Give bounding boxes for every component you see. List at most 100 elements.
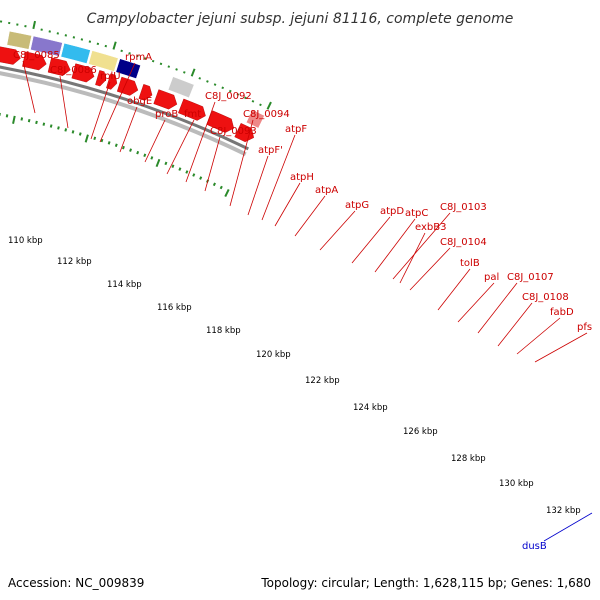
tick-mark [251, 99, 255, 103]
tick-mark [244, 96, 247, 100]
kbp-label: 110 kbp [8, 236, 43, 246]
tick-mark [57, 126, 60, 130]
gene-label-c8j-0085: C8J_0085 [13, 50, 60, 61]
kbp-label: 128 kbp [451, 454, 486, 464]
tick-mark [164, 161, 168, 166]
tick-mark [198, 77, 202, 80]
kbp-label: 112 kbp [57, 257, 92, 267]
tick-mark [80, 38, 84, 41]
gene-label-obge: obgE [127, 96, 152, 107]
gene-feature [60, 42, 91, 64]
tick-mark [35, 120, 38, 125]
tick-mark [185, 170, 189, 174]
tick-mark [49, 124, 53, 128]
tick-mark [236, 93, 240, 96]
gene-label-atpc: atpC [405, 208, 428, 219]
cds-arrow [206, 110, 235, 133]
gene-feature [6, 30, 32, 50]
label-leader-line [274, 182, 301, 227]
tick-mark [78, 132, 82, 136]
gene-label-c8j-0103: C8J_0103 [440, 202, 487, 213]
label-leader-line [543, 512, 593, 542]
tick-mark [100, 138, 104, 143]
label-leader-line [437, 268, 471, 311]
label-leader-line [185, 101, 216, 183]
label-leaders [22, 60, 593, 542]
gene-label-fabd: fabD [550, 307, 574, 318]
tick-mark [229, 89, 232, 93]
cds-arrow [153, 89, 178, 110]
tick-mark [151, 59, 155, 63]
gene-label-prob: proB [155, 109, 178, 120]
tick-mark [88, 40, 92, 43]
label-leader-line [374, 218, 416, 273]
cds-arrow [178, 98, 206, 121]
label-leader-line [166, 119, 195, 175]
gene-feature [245, 109, 265, 129]
tick-mark [96, 42, 100, 46]
label-leader-line [477, 282, 518, 334]
tick-mark [221, 86, 225, 90]
cds-arrow [0, 46, 21, 65]
tick-mark [175, 68, 178, 71]
label-leader-line [392, 212, 451, 280]
tick-mark [129, 148, 133, 152]
map-title: Campylobacter jejuni subsp. jejuni 81116… [87, 11, 514, 27]
label-leader-line [247, 155, 269, 216]
gene-label-atpf: atpF [285, 124, 307, 135]
gene-label-rplu: rplU [100, 71, 121, 82]
tick-mark [120, 49, 123, 53]
kbp-label: 120 kbp [256, 350, 291, 360]
tick-mark [12, 115, 16, 124]
gene-label-atph: atpH [290, 172, 314, 183]
gene-label-c8j-0093: C8J_0093 [210, 126, 257, 137]
tick-mark [114, 143, 118, 147]
label-leader-line [351, 216, 391, 264]
kbp-label: 132 kbp [546, 506, 581, 516]
cds-arrow [47, 57, 71, 77]
tick-mark [32, 20, 37, 30]
cds-arrow [138, 84, 153, 101]
accession-text: Accession: NC_009839 [8, 576, 144, 590]
label-leader-line [497, 302, 533, 347]
gene-label-dusb: dusB [522, 541, 547, 552]
cds-arrow [95, 70, 107, 87]
backbone [0, 65, 249, 157]
label-leader-line [22, 60, 36, 114]
label-leader-line [90, 81, 111, 140]
feature-tracks [0, 30, 265, 143]
tick-mark [42, 122, 46, 126]
gene-label-exbb3: exbB3 [415, 222, 446, 233]
tick-mark [107, 141, 111, 145]
tick-mark [122, 145, 125, 150]
label-leader-line [534, 332, 588, 363]
label-leader-line [119, 106, 138, 153]
tick-ring [0, 20, 272, 198]
tick-mark [144, 57, 147, 60]
tick-mark [128, 52, 131, 55]
label-leader-line [319, 210, 356, 251]
tick-mark [259, 103, 262, 107]
kbp-label: 116 kbp [157, 303, 192, 313]
tick-mark [150, 156, 154, 160]
gene-label-c8j-0094: C8J_0094 [243, 109, 290, 120]
tick-mark [212, 182, 216, 187]
tick-mark [136, 150, 140, 155]
tick-mark [190, 68, 196, 77]
tick-mark [159, 62, 163, 66]
label-leader-line [99, 62, 136, 143]
tick-mark [64, 128, 68, 132]
tick-mark [143, 153, 147, 158]
gene-label-atpa: atpA [315, 185, 338, 196]
tick-mark [224, 188, 230, 198]
gene-feature [88, 50, 119, 72]
cds-arrow [71, 63, 95, 83]
tick-mark [192, 173, 196, 177]
tick-mark [112, 41, 117, 50]
kbp-label: 126 kbp [403, 427, 438, 437]
tick-mark [199, 176, 203, 180]
gene-label-c8j-0092: C8J_0092 [205, 91, 252, 102]
tick-mark [178, 167, 182, 171]
gene-label-rpma: rpmA [125, 52, 152, 63]
gene-label-c8j-0107: C8J_0107 [507, 272, 554, 283]
